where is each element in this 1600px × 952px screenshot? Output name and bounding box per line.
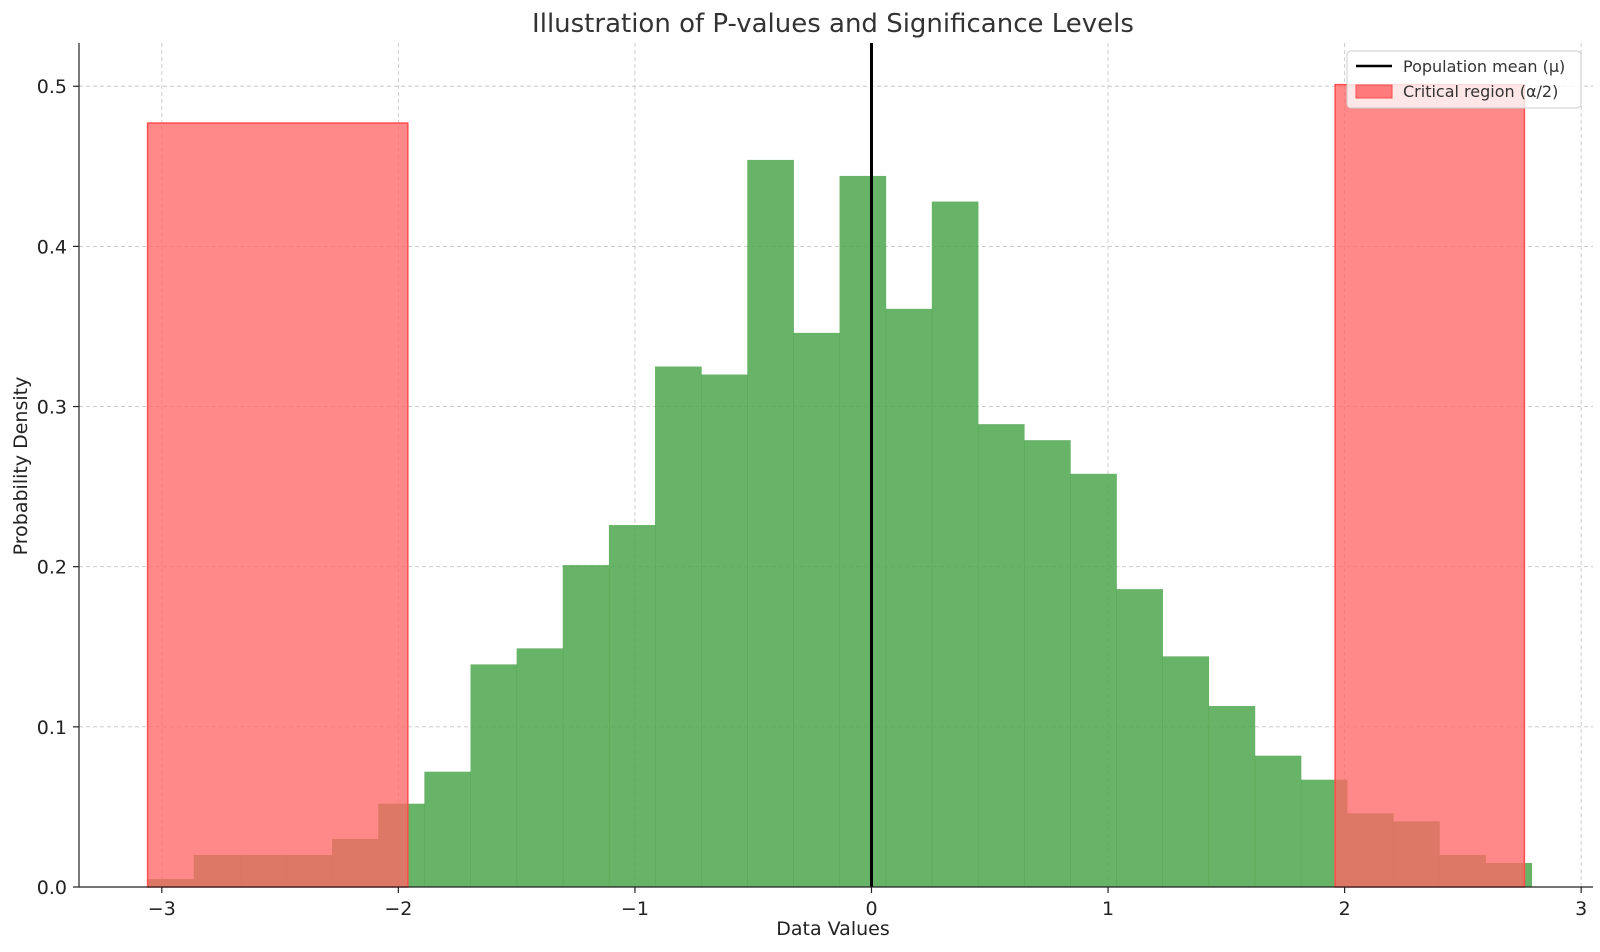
histogram-bar xyxy=(793,332,841,887)
histogram-bar xyxy=(470,664,518,887)
histogram-bar xyxy=(1024,440,1071,887)
histogram-bar xyxy=(608,525,656,887)
chart-title: Illustration of P-values and Significanc… xyxy=(532,9,1134,39)
histogram-bar xyxy=(516,648,564,887)
legend-critical-label: Critical region (α/2) xyxy=(1403,82,1558,101)
histogram-bar xyxy=(655,366,702,887)
histogram-bar xyxy=(1208,706,1256,887)
x-tick-label: −3 xyxy=(148,898,176,920)
legend-critical-swatch xyxy=(1355,84,1393,99)
critical-region-left xyxy=(146,122,409,888)
legend: Population mean (μ) Critical region (α/2… xyxy=(1346,50,1582,109)
y-tick-label: 0.3 xyxy=(37,397,67,419)
histogram-bar xyxy=(424,771,472,887)
legend-frame xyxy=(1346,50,1582,109)
histogram-bar xyxy=(1116,589,1163,887)
x-tick-label: 2 xyxy=(1339,898,1351,920)
critical-regions xyxy=(146,83,1526,888)
x-tick-label: 0 xyxy=(865,898,877,920)
x-tick-label: −2 xyxy=(384,898,412,920)
y-tick-label: 0.2 xyxy=(37,557,67,579)
histogram-bar xyxy=(977,424,1025,887)
histogram-bar xyxy=(839,175,887,887)
critical-region-right xyxy=(1334,83,1526,888)
histogram-bar xyxy=(885,308,933,887)
histogram-bar xyxy=(747,159,794,887)
y-tick-label: 0.0 xyxy=(37,877,67,899)
histogram-bar xyxy=(701,374,748,887)
histogram-bar xyxy=(562,565,610,887)
y-tick-label: 0.4 xyxy=(37,236,67,258)
x-tick-label: 3 xyxy=(1575,898,1587,920)
x-axis-label: Data Values xyxy=(776,918,889,940)
histogram-bar xyxy=(1254,755,1302,887)
y-axis-label: Probability Density xyxy=(10,377,32,556)
y-tick-label: 0.1 xyxy=(37,717,67,739)
histogram-bar xyxy=(1070,473,1117,887)
tick-labels: −3 −2 −1 0 1 2 3 0.0 0.1 0.2 0.3 0.4 0.5 xyxy=(37,76,1587,920)
histogram-bar xyxy=(1162,656,1210,887)
histogram-bar xyxy=(931,201,979,887)
x-tick-label: −1 xyxy=(621,898,649,920)
y-tick-label: 0.5 xyxy=(37,76,67,98)
x-tick-label: 1 xyxy=(1102,898,1114,920)
legend-mean-label: Population mean (μ) xyxy=(1403,57,1565,76)
axes xyxy=(78,43,1593,888)
